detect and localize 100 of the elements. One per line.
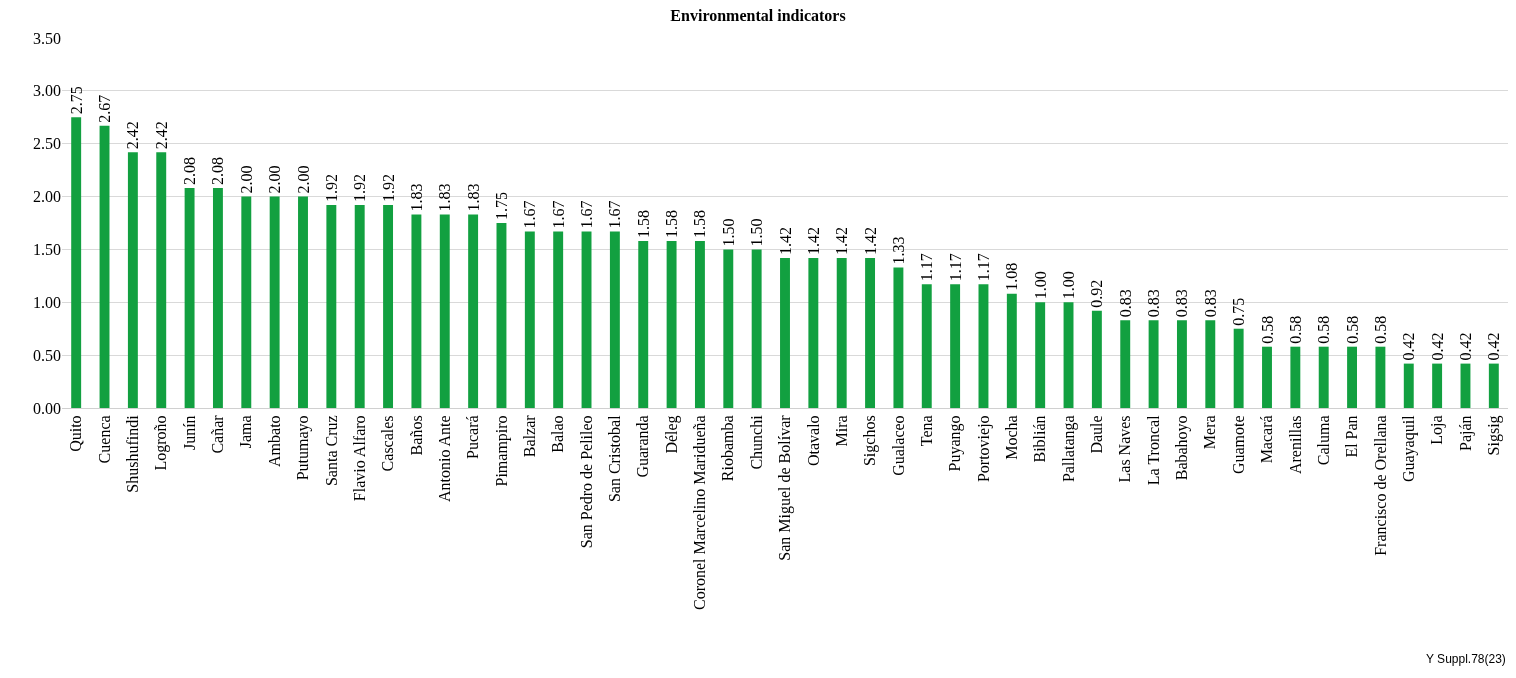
data-label: 1.17	[918, 253, 936, 282]
x-tick-label: La Troncal	[1144, 414, 1162, 486]
x-tick-label: Babahoyo	[1173, 415, 1192, 481]
bar	[1488, 363, 1499, 408]
x-tick-label: Santa Cruz	[322, 415, 340, 487]
data-label: 1.50	[748, 218, 766, 247]
x-tick-label: Pallatanga	[1059, 415, 1078, 483]
x-tick-label: Gualaceo	[889, 415, 907, 476]
data-label: 1.42	[833, 226, 851, 255]
x-tick-label: Tena	[917, 415, 935, 447]
data-label: 2.42	[124, 121, 142, 150]
bar	[553, 231, 564, 408]
x-tick-label: Francisco de Orellana	[1371, 415, 1389, 556]
data-label: 1.67	[578, 200, 596, 229]
x-tick-label: Shushufindi	[124, 414, 142, 493]
data-label: 1.58	[663, 209, 681, 238]
data-label: 0.58	[1343, 315, 1361, 344]
x-tick-label: Biblián	[1031, 415, 1049, 463]
x-tick-label: Putumayo	[294, 415, 313, 481]
text: Y Suppl.78(23)	[1426, 652, 1506, 666]
x-tick-label: Mera	[1201, 415, 1219, 450]
x-tick-label: Mira	[832, 415, 850, 447]
x-tick-label: Déleg	[662, 415, 681, 454]
x-tick-label: Cuenca	[95, 415, 113, 464]
bar	[1035, 302, 1046, 408]
data-label: 1.42	[861, 226, 879, 255]
bar	[1091, 310, 1102, 408]
x-tick-label: San Miguel de Bolívar	[776, 414, 795, 561]
x-tick-label: Pimampiro	[492, 415, 511, 487]
x-tick-label: Sigsig	[1485, 415, 1504, 456]
x-tick-label: Pucará	[464, 415, 482, 459]
data-label: 0.92	[1088, 279, 1106, 308]
bar	[1063, 302, 1074, 408]
x-tick-label: Loja	[1428, 415, 1447, 445]
data-label: 1.92	[351, 174, 369, 203]
data-label: 0.58	[1315, 315, 1333, 344]
data-label: 2.08	[181, 157, 199, 186]
bar	[241, 196, 252, 408]
bar	[439, 214, 450, 408]
x-tick-label: Jama	[237, 415, 255, 449]
bar	[978, 284, 989, 408]
data-label: 0.42	[1428, 332, 1446, 361]
x-tick-label: El Pan	[1343, 415, 1361, 458]
y-tick-label: 0.50	[33, 346, 61, 364]
bar	[780, 257, 790, 408]
y-tick-label: 0.00	[33, 399, 61, 417]
data-label: 1.83	[436, 183, 454, 212]
bar	[723, 249, 734, 408]
x-tick-label: Otavalo	[804, 415, 822, 467]
x-tick-label: Quito	[67, 415, 85, 452]
bar	[1318, 346, 1329, 408]
bar	[496, 223, 507, 408]
data-label: 0.75	[1230, 297, 1248, 326]
data-label: 0.83	[1173, 289, 1191, 318]
x-tick-label: Cascales	[379, 415, 397, 472]
data-label: 1.92	[322, 174, 340, 203]
bar	[950, 284, 961, 408]
data-label: 0.83	[1201, 289, 1219, 318]
data-label: 0.42	[1485, 332, 1503, 361]
data-label: 2.42	[152, 121, 170, 150]
y-tick-label: 3.50	[33, 29, 61, 47]
bar	[1262, 346, 1272, 408]
data-label: 1.50	[719, 218, 737, 247]
y-tick-label: 2.00	[33, 188, 61, 206]
bar	[1290, 346, 1301, 408]
data-label: 1.92	[379, 174, 397, 203]
bar	[354, 205, 365, 408]
bar	[1432, 363, 1443, 408]
bar	[865, 257, 876, 408]
bar	[1176, 320, 1187, 408]
x-tick-label: Las Naves	[1116, 415, 1134, 483]
data-label: 1.67	[521, 200, 539, 229]
bar	[127, 152, 138, 408]
data-label: 0.58	[1286, 315, 1304, 344]
data-label: 2.75	[67, 86, 85, 115]
bar	[1375, 346, 1386, 408]
data-label: 1.00	[1060, 271, 1078, 300]
data-label: 1.17	[946, 253, 964, 282]
bar	[1347, 346, 1358, 408]
bar	[836, 257, 847, 408]
data-label: 1.83	[407, 183, 425, 212]
data-label: 1.42	[776, 226, 794, 255]
bar	[1205, 320, 1216, 408]
bar	[638, 240, 649, 408]
data-label: 0.42	[1400, 332, 1418, 361]
x-tick-label: Baños	[407, 415, 425, 456]
data-label: 1.08	[1003, 262, 1021, 291]
y-tick-label: 1.50	[33, 241, 61, 259]
x-tick-label: Flavio Alfaro	[350, 415, 368, 502]
bar	[1120, 320, 1131, 408]
bar	[1233, 328, 1244, 408]
x-tick-label: Guayaquil	[1399, 414, 1418, 483]
bar	[666, 240, 677, 408]
bar	[581, 231, 592, 408]
data-label: 2.08	[209, 157, 227, 186]
data-label: 1.58	[691, 209, 709, 238]
x-tick-label: Coronel Marcelino Maridueña	[691, 415, 709, 611]
bar	[71, 117, 82, 408]
x-tick-label: Chunchi	[747, 414, 765, 470]
x-tick-label: Sigchos	[861, 415, 880, 467]
